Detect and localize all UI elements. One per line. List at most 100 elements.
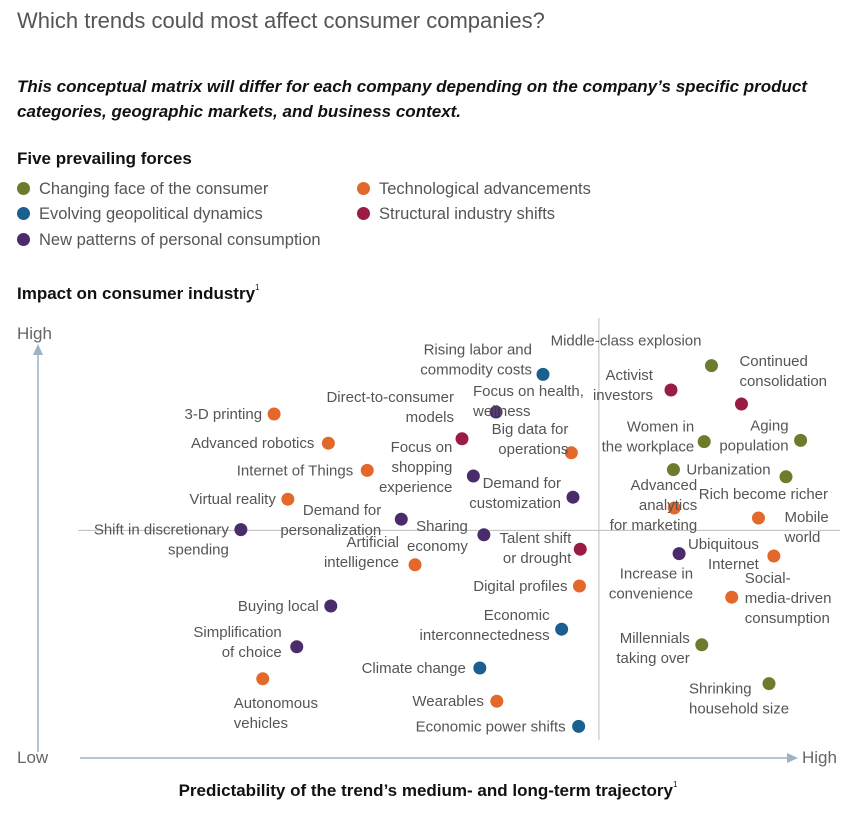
point-label-line: media-driven	[745, 590, 832, 607]
point-marker	[572, 579, 586, 593]
point-label-line: Women in	[627, 419, 694, 436]
point-marker	[697, 435, 711, 449]
point-label: Middle-class explosion	[551, 333, 702, 350]
point-label: Sharing economy	[407, 518, 468, 555]
chart-subtitle: This conceptual matrix will differ for e…	[17, 77, 808, 121]
point-marker	[267, 407, 281, 421]
point-label: Advanced analytics for marketing	[610, 477, 698, 534]
x-high-label: High	[802, 748, 837, 767]
legend-label-tech: Technological advancements	[379, 180, 591, 198]
point-marker	[256, 672, 270, 686]
point-label: Artificial intelligence	[324, 534, 399, 571]
point-marker	[704, 359, 718, 373]
y-high-label: High	[17, 324, 52, 343]
point-label-line: or drought	[503, 550, 572, 567]
point-marker	[734, 397, 748, 411]
point-label-line: models	[406, 409, 454, 426]
point-label-line: Talent shift	[500, 530, 573, 547]
point-label-line: Internet	[708, 556, 760, 573]
point-label-line: consumption	[745, 610, 830, 627]
point-marker	[466, 469, 480, 483]
point-label: Talent shift or drought	[500, 530, 573, 567]
point-label: Digital profiles	[473, 578, 567, 595]
point-label-line: household size	[689, 701, 789, 718]
point-label-line: population	[719, 437, 788, 454]
point-label-line: Artificial	[347, 534, 400, 551]
legend-dot-consumer	[17, 182, 30, 195]
point-label-line: Sharing	[416, 518, 468, 535]
point-label: Aging population	[719, 417, 788, 454]
point-marker	[321, 436, 335, 450]
point-label-line: Demand for	[303, 502, 381, 519]
legend-label-structural: Structural industry shifts	[379, 205, 556, 223]
point-marker	[564, 446, 578, 460]
point-label: Millennials taking over	[616, 630, 689, 667]
point-label-line: Social-	[745, 570, 791, 587]
point-marker	[555, 622, 569, 636]
point-label-line: Advanced robotics	[191, 435, 314, 452]
point-label: Virtual reality	[189, 491, 276, 508]
point-label-line: Shrinking	[689, 681, 752, 698]
point-marker	[762, 677, 776, 691]
point-marker	[394, 512, 408, 526]
point-label: Shift in discretionary spending	[94, 522, 230, 559]
x-axis-label-text: Predictability of the trend’s medium- an…	[178, 781, 673, 800]
legend-item-geo: Evolving geopolitical dynamics	[17, 205, 263, 224]
point-marker	[408, 558, 422, 572]
x-axis-footnote: 1	[672, 780, 678, 789]
point-label-line: Increase in	[620, 566, 693, 583]
point-label-line: Economic	[484, 607, 550, 624]
point-label-line: Focus on health,	[473, 383, 584, 400]
point-label-line: Rich become richer	[699, 486, 828, 503]
point-label-line: personalization	[280, 522, 381, 539]
point-marker	[664, 383, 678, 397]
point-label: Ubiquitous Internet	[688, 536, 760, 573]
point-label: Buying local	[238, 598, 319, 615]
point-label: Autonomous vehicles	[234, 695, 318, 732]
point-label-line: Mobile	[784, 509, 828, 526]
point-label-line: investors	[593, 387, 653, 404]
point-label-line: shopping	[391, 459, 452, 476]
point-marker	[477, 528, 491, 542]
point-marker	[779, 470, 793, 484]
point-label-line: Climate change	[362, 660, 466, 677]
x-axis-label: Predictability of the trend’s medium- an…	[0, 780, 856, 801]
legend-dot-structural	[357, 207, 370, 220]
point-marker	[573, 542, 587, 556]
point-marker	[572, 719, 586, 733]
legend-item-tech: Technological advancements	[357, 180, 591, 199]
legend-item-structural: Structural industry shifts	[357, 205, 555, 224]
point-label: Urbanization	[686, 462, 770, 479]
point-label-line: Wearables	[412, 693, 483, 710]
point-label-line: for marketing	[610, 517, 698, 534]
point-marker	[536, 367, 550, 381]
x-axis-arrow-icon	[787, 753, 798, 763]
point-marker	[290, 640, 304, 654]
legend-dot-tech	[357, 182, 370, 195]
point-label: Activist investors	[593, 367, 654, 404]
point-label-line: Autonomous	[234, 695, 318, 712]
point-label-line: spending	[168, 542, 229, 559]
point-marker	[324, 599, 338, 613]
legend-item-personal: New patterns of personal consumption	[17, 231, 321, 250]
point-label-line: Aging	[750, 417, 788, 434]
point-label: Simplification of choice	[193, 624, 281, 661]
point-label-line: customization	[469, 495, 561, 512]
point-label-line: Virtual reality	[189, 491, 276, 508]
point-label-line: analytics	[639, 497, 697, 514]
point-label: Direct-to-consumer models	[326, 389, 454, 426]
point-label-line: convenience	[609, 586, 693, 603]
y-axis-label-text: Impact on consumer industry	[17, 284, 256, 303]
point-label-line: Demand for	[483, 475, 561, 492]
point-label: Mobile world	[783, 509, 828, 546]
point-label: Shrinking household size	[689, 681, 789, 718]
points-layer: Rising labor and commodity costs Middle-cl…	[94, 333, 832, 736]
point-label: Demand for personalization	[280, 502, 381, 539]
legend-dot-personal	[17, 233, 30, 246]
point-label-line: interconnectedness	[420, 627, 550, 644]
point-marker	[281, 492, 295, 506]
point-label-line: Simplification	[193, 624, 281, 641]
point-label-line: Urbanization	[686, 462, 770, 479]
point-marker	[751, 511, 765, 525]
point-label-line: intelligence	[324, 554, 399, 571]
